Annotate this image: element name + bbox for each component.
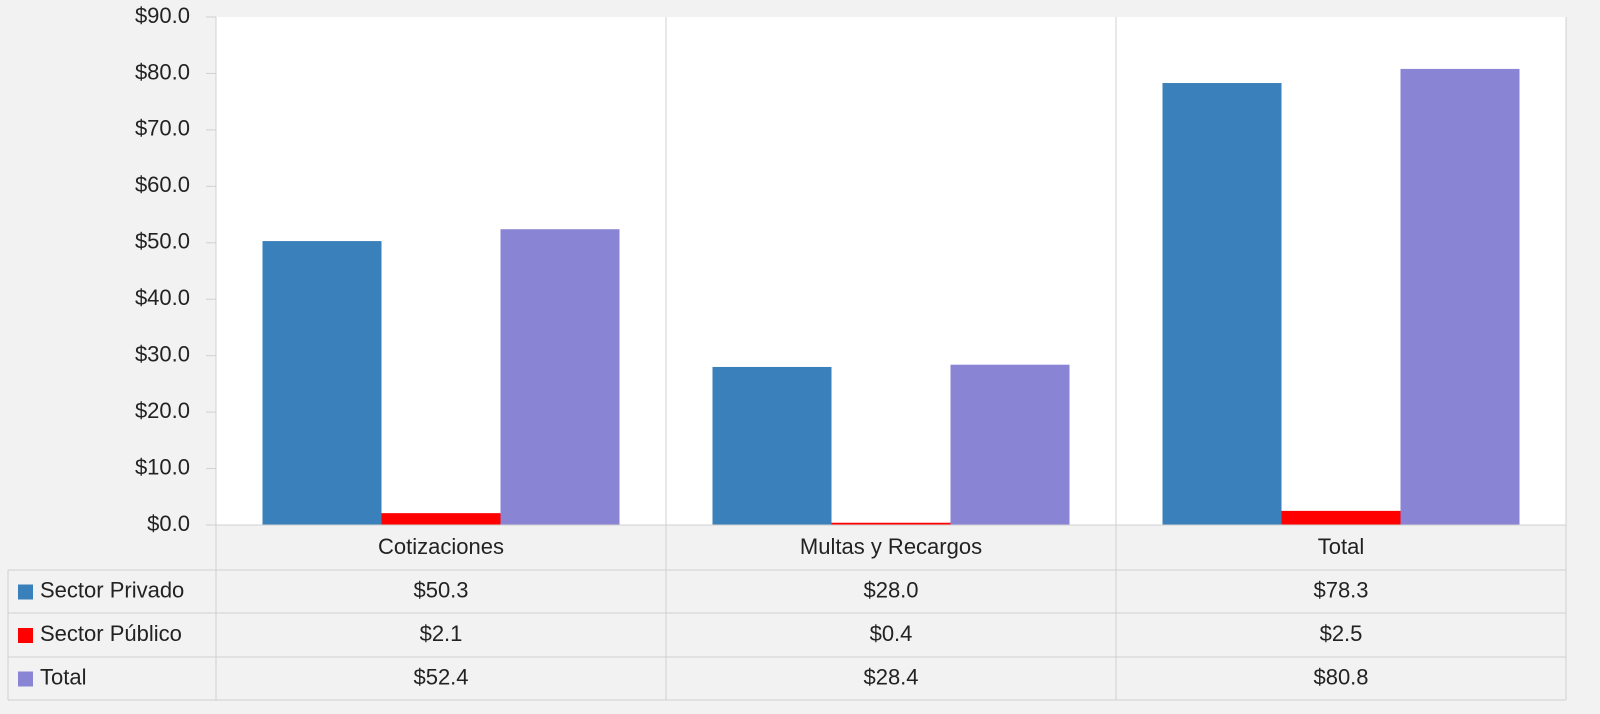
bar: [500, 229, 620, 525]
y-tick-label: $40.0: [135, 285, 190, 310]
legend-label: Total: [40, 664, 86, 689]
table-value: $80.8: [1313, 664, 1368, 689]
table-value: $2.1: [420, 621, 463, 646]
y-tick-label: $0.0: [147, 511, 190, 536]
y-tick-label: $10.0: [135, 454, 190, 479]
y-tick-label: $80.0: [135, 59, 190, 84]
x-tick-label: Total: [1318, 534, 1364, 559]
bar: [831, 522, 951, 525]
x-tick-label: Multas y Recargos: [800, 534, 982, 559]
table-value: $28.4: [863, 664, 918, 689]
y-tick-label: $30.0: [135, 341, 190, 366]
table-value: $2.5: [1320, 621, 1363, 646]
plot-area: [216, 17, 1566, 525]
y-tick-label: $20.0: [135, 398, 190, 423]
bar: [1400, 68, 1520, 525]
table-value: $50.3: [413, 577, 468, 602]
table-value: $0.4: [870, 621, 913, 646]
y-tick-label: $50.0: [135, 229, 190, 254]
bar: [950, 364, 1070, 525]
table-value: $28.0: [863, 577, 918, 602]
bar: [381, 513, 501, 525]
x-tick-label: Cotizaciones: [378, 534, 504, 559]
table-value: $78.3: [1313, 577, 1368, 602]
legend-label: Sector Público: [40, 621, 182, 646]
y-tick-label: $90.0: [135, 3, 190, 28]
legend-swatch: [18, 628, 33, 643]
legend-swatch: [18, 671, 33, 687]
y-tick-label: $70.0: [135, 116, 190, 141]
legend-swatch: [18, 584, 33, 600]
y-tick-label: $60.0: [135, 172, 190, 197]
legend-label: Sector Privado: [40, 577, 184, 602]
bar: [1281, 510, 1401, 525]
bar: [262, 241, 382, 525]
table-value: $52.4: [413, 664, 468, 689]
bar: [1162, 83, 1282, 525]
bar: [712, 366, 832, 525]
